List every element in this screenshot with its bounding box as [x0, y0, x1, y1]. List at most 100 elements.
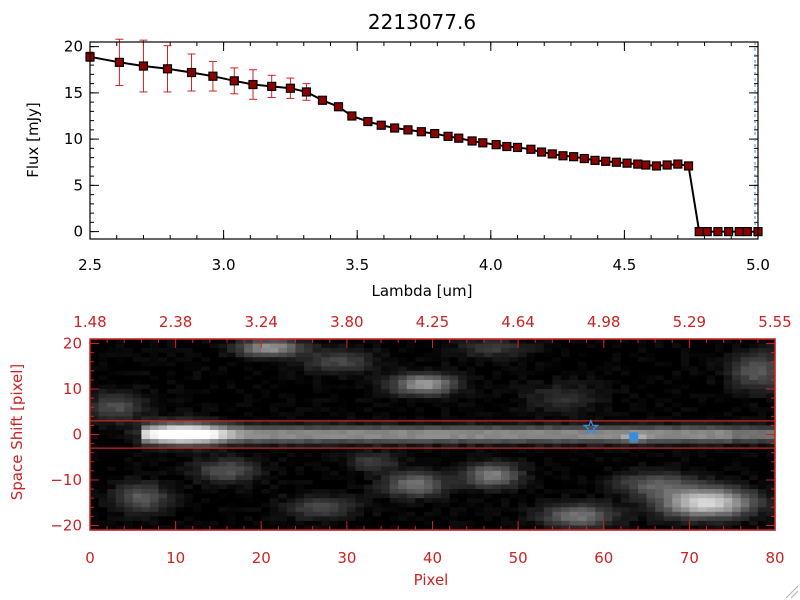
- image-pixel: [132, 443, 142, 449]
- image-pixel: [227, 507, 237, 513]
- image-pixel: [586, 357, 596, 363]
- image-pixel: [107, 348, 117, 354]
- image-pixel: [569, 352, 579, 358]
- image-pixel: [90, 493, 100, 499]
- image-pixel: [167, 361, 177, 367]
- image-pixel: [680, 393, 690, 399]
- image-pixel: [364, 416, 374, 422]
- image-pixel: [697, 361, 708, 367]
- image-pixel: [655, 361, 665, 367]
- image-pixel: [715, 525, 725, 531]
- image-pixel: [620, 516, 631, 522]
- image-pixel: [372, 470, 382, 477]
- image-pixel: [603, 366, 613, 372]
- image-pixel: [312, 461, 322, 467]
- image-pixel: [184, 516, 194, 522]
- image-pixel: [175, 361, 185, 367]
- image-pixel: [90, 398, 100, 404]
- image-pixel: [132, 407, 142, 413]
- image-pixel: [697, 493, 708, 499]
- image-pixel: [646, 389, 656, 395]
- image-pixel: [346, 379, 357, 386]
- image-pixel: [406, 461, 416, 467]
- image-pixel: [398, 407, 408, 413]
- image-pixel: [706, 398, 716, 404]
- image-pixel: [603, 448, 613, 454]
- image-pixel: [441, 448, 451, 454]
- image-pixel: [697, 348, 708, 354]
- image-pixel: [269, 375, 279, 381]
- image-pixel: [441, 425, 451, 431]
- image-pixel: [672, 384, 682, 390]
- y-tick-label: −10: [50, 471, 82, 489]
- image-pixel: [158, 393, 168, 399]
- image-pixel: [124, 339, 134, 345]
- image-pixel: [175, 429, 185, 436]
- image-pixel: [201, 379, 211, 386]
- image-pixel: [501, 470, 511, 477]
- image-pixel: [141, 416, 151, 422]
- image-pixel: [655, 466, 665, 472]
- image-pixel: [680, 520, 690, 527]
- image-pixel: [244, 498, 254, 504]
- image-pixel: [629, 339, 639, 345]
- image-pixel: [663, 384, 673, 390]
- image-pixel: [252, 352, 262, 358]
- image-pixel: [141, 348, 151, 354]
- image-pixel: [458, 470, 468, 477]
- image-pixel: [586, 443, 596, 449]
- image-pixel: [124, 520, 134, 527]
- image-pixel: [201, 507, 211, 513]
- image-pixel: [449, 461, 459, 467]
- image-pixel: [552, 443, 562, 449]
- image-pixel: [269, 498, 279, 504]
- image-pixel: [766, 429, 776, 436]
- image-pixel: [329, 429, 339, 436]
- image-pixel: [432, 493, 442, 499]
- image-pixel: [595, 393, 605, 399]
- image-pixel: [732, 361, 742, 367]
- image-pixel: [261, 375, 271, 381]
- image-pixel: [312, 429, 322, 436]
- image-pixel: [338, 411, 348, 417]
- image-pixel: [543, 470, 553, 477]
- image-pixel: [441, 520, 451, 527]
- image-pixel: [458, 475, 468, 481]
- image-pixel: [90, 475, 100, 481]
- image-pixel: [321, 525, 331, 531]
- image-pixel: [141, 475, 151, 481]
- image-pixel: [723, 357, 733, 363]
- image-pixel: [304, 507, 314, 513]
- image-pixel: [732, 416, 742, 422]
- image-pixel: [184, 507, 194, 513]
- image-pixel: [175, 525, 185, 531]
- image-pixel: [252, 402, 262, 408]
- image-pixel: [441, 343, 451, 349]
- image-pixel: [501, 429, 511, 436]
- image-pixel: [124, 370, 134, 376]
- image-pixel: [107, 357, 117, 363]
- image-pixel: [620, 357, 631, 363]
- image-pixel: [569, 398, 579, 404]
- image-pixel: [355, 416, 365, 422]
- resize-grip-icon[interactable]: [785, 585, 799, 599]
- image-pixel: [209, 498, 220, 504]
- image-pixel: [638, 498, 648, 504]
- image-pixels: [90, 339, 776, 531]
- image-pixel: [475, 452, 485, 458]
- data-point: [376, 120, 386, 130]
- image-pixel: [663, 516, 673, 522]
- image-pixel: [98, 411, 108, 417]
- image-pixel: [209, 429, 220, 436]
- image-pixel: [415, 439, 425, 445]
- image-pixel: [415, 370, 425, 376]
- image-pixel: [663, 366, 673, 372]
- image-pixel: [740, 507, 750, 513]
- image-pixel: [629, 375, 639, 381]
- image-pixel: [329, 343, 339, 349]
- image-pixel: [107, 416, 117, 422]
- image-pixel: [364, 339, 374, 345]
- image-pixel: [389, 479, 399, 486]
- image-pixel: [629, 511, 639, 517]
- image-pixel: [501, 357, 511, 363]
